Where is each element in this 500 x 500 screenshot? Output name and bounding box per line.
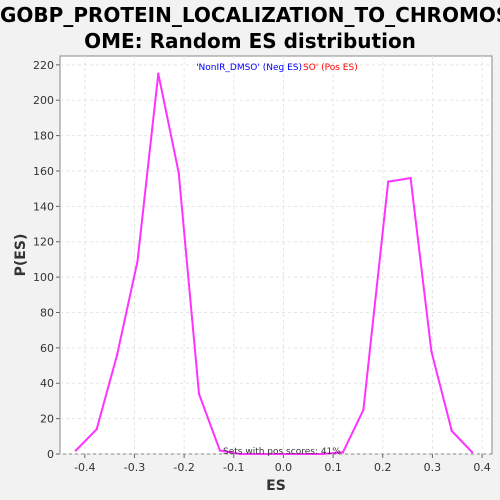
series-layer (74, 72, 474, 456)
legend-pos-label: SO' (Pos ES) (303, 63, 358, 73)
pos-scores-annotation: Sets with pos scores: 41% (223, 447, 341, 457)
y-tick-label: 80 (40, 306, 54, 319)
data-point (136, 260, 139, 263)
x-tick-label: 0.2 (374, 461, 392, 474)
data-point (218, 449, 222, 452)
data-point (197, 392, 201, 396)
x-tick-label: 0.1 (324, 461, 342, 474)
data-point (430, 350, 433, 353)
data-point (259, 452, 262, 456)
data-point (409, 176, 412, 180)
data-point (239, 452, 242, 456)
y-tick-label: 0 (47, 448, 54, 461)
x-tick-label: -0.1 (223, 461, 244, 474)
data-point (470, 451, 474, 454)
plot-area (59, 55, 493, 455)
grid (60, 56, 492, 455)
y-tick-label: 180 (33, 130, 54, 143)
y-tick-label: 140 (33, 200, 54, 213)
data-point (387, 180, 390, 183)
data-point (362, 408, 365, 411)
y-tick-label: 120 (33, 236, 54, 249)
chart-title-line-2: OME: Random ES distribution (84, 29, 416, 53)
y-tick-label: 40 (40, 377, 54, 390)
data-point (177, 171, 180, 174)
x-tick-label: 0.4 (473, 461, 491, 474)
data-point (157, 72, 160, 75)
chart-title-line-1: GOBP_PROTEIN_LOCALIZATION_TO_CHROMOS (0, 3, 500, 27)
x-tick-label: 0.3 (424, 461, 442, 474)
data-point (341, 451, 345, 454)
data-point (115, 353, 119, 357)
data-point (95, 428, 98, 431)
y-tick-label: 60 (40, 342, 54, 355)
x-tick-label: -0.4 (74, 461, 95, 474)
data-point (300, 452, 303, 456)
y-tick-label: 220 (33, 59, 54, 72)
es-distribution-line (75, 72, 473, 455)
data-point (280, 452, 283, 456)
axis-ticks: -0.4 -0.3 -0.2 -0.1 0.0 0.1 0.2 0.3 0.4 0 20 40 60 80… (33, 59, 491, 474)
x-axis-label: ES (266, 478, 286, 494)
y-tick-label: 100 (33, 271, 54, 284)
x-tick-label: -0.3 (124, 461, 145, 474)
data-point (450, 429, 453, 433)
x-tick-label: -0.2 (173, 461, 194, 474)
data-point (74, 449, 78, 452)
y-tick-label: 20 (40, 413, 54, 426)
y-axis-label: P(ES) (13, 234, 29, 277)
y-tick-label: 200 (33, 94, 54, 107)
x-tick-label: 0.0 (275, 461, 293, 474)
y-tick-label: 160 (33, 165, 54, 178)
data-point (321, 452, 324, 456)
legend-neg-label: 'NonIR_DMSO' (Neg ES) (196, 63, 302, 73)
chart-title: GOBP_PROTEIN_LOCALIZATION_TO_CHROMOS OME… (0, 2, 500, 54)
